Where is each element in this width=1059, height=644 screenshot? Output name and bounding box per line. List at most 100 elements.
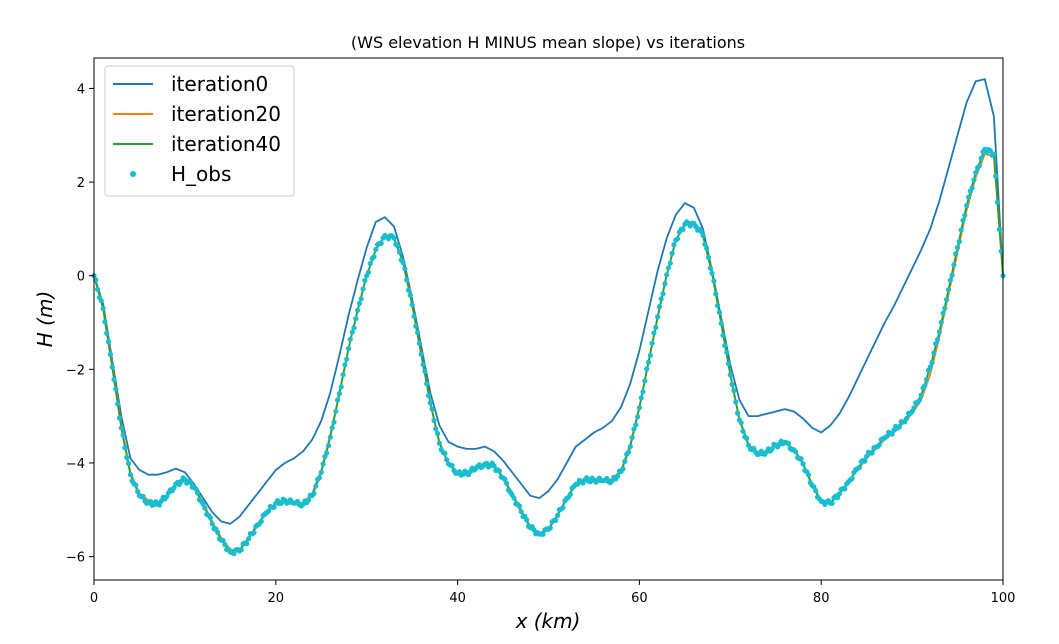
data-point xyxy=(433,426,439,432)
data-point xyxy=(651,330,657,336)
data-point xyxy=(367,260,373,267)
data-point xyxy=(351,325,357,331)
data-point xyxy=(524,517,530,523)
data-point xyxy=(209,521,215,527)
data-point xyxy=(553,517,559,524)
data-point xyxy=(649,340,655,346)
data-point xyxy=(156,502,162,508)
data-point xyxy=(713,291,719,297)
x-tick-label: 20 xyxy=(268,591,285,606)
data-point xyxy=(400,260,406,266)
data-point xyxy=(122,445,128,451)
data-point xyxy=(442,450,448,456)
data-point xyxy=(929,359,935,365)
data-point xyxy=(373,246,379,253)
data-point xyxy=(705,254,712,261)
legend-item-H_obs: H_obs xyxy=(130,162,231,186)
data-point xyxy=(805,472,812,478)
data-point xyxy=(829,500,835,506)
legend-label: iteration0 xyxy=(171,72,268,96)
y-tick-label: −2 xyxy=(66,363,85,378)
x-tick-label: 40 xyxy=(449,591,466,606)
data-point xyxy=(715,303,721,309)
data-point xyxy=(305,497,312,503)
data-point xyxy=(725,361,732,367)
data-point xyxy=(340,372,346,378)
data-point xyxy=(876,442,883,448)
data-point xyxy=(658,296,664,302)
data-point xyxy=(622,458,628,464)
legend-item-iteration40: iteration40 xyxy=(113,132,281,156)
data-point xyxy=(944,297,950,303)
series-points-H_obs xyxy=(91,146,1006,557)
data-point xyxy=(355,307,361,313)
chart-title: (WS elevation H MINUS mean slope) vs ite… xyxy=(351,33,745,52)
data-point xyxy=(993,173,999,179)
data-point xyxy=(391,235,397,241)
data-point xyxy=(187,479,193,485)
data-point xyxy=(631,426,637,432)
data-point xyxy=(964,202,970,209)
legend-label: iteration40 xyxy=(171,132,281,156)
data-point xyxy=(620,466,626,472)
data-point xyxy=(675,236,681,242)
y-axis: −6 −4 −2 0 2 4 xyxy=(66,82,94,566)
data-point xyxy=(200,501,206,507)
x-tick-label: 100 xyxy=(991,591,1016,606)
data-point xyxy=(238,547,244,553)
legend-item-iteration0: iteration0 xyxy=(113,72,268,96)
data-point xyxy=(702,241,708,247)
data-point xyxy=(615,473,621,479)
data-point xyxy=(402,266,408,272)
data-point xyxy=(969,185,975,191)
x-axis-label: x (km) xyxy=(515,609,581,633)
data-point xyxy=(973,170,979,176)
series-line-iteration0 xyxy=(93,78,1004,525)
data-point xyxy=(333,408,339,414)
y-tick-label: 2 xyxy=(77,176,85,191)
data-point xyxy=(991,151,997,157)
data-point xyxy=(420,361,426,368)
data-point xyxy=(124,455,130,461)
data-point xyxy=(707,265,713,271)
data-point xyxy=(504,480,510,487)
data-point xyxy=(625,449,632,455)
data-point xyxy=(265,508,272,514)
data-point xyxy=(329,425,335,431)
data-point xyxy=(940,310,946,316)
data-point xyxy=(202,505,208,511)
data-point xyxy=(869,450,875,456)
data-point xyxy=(971,177,977,183)
data-point xyxy=(864,453,870,459)
data-point xyxy=(411,313,417,319)
data-point xyxy=(207,515,213,521)
data-point xyxy=(911,405,917,411)
data-point xyxy=(435,430,441,437)
data-point xyxy=(215,529,221,535)
data-point xyxy=(429,406,435,412)
data-point xyxy=(258,518,264,525)
data-point xyxy=(511,495,517,501)
data-point xyxy=(349,329,355,335)
y-tick-label: −6 xyxy=(66,551,85,566)
legend-item-iteration20: iteration20 xyxy=(113,102,281,126)
data-point xyxy=(116,415,123,421)
data-point xyxy=(958,227,964,233)
data-point xyxy=(927,364,933,370)
data-point xyxy=(711,278,717,284)
data-point xyxy=(107,351,113,357)
data-point xyxy=(342,362,348,368)
data-point xyxy=(976,163,983,169)
data-point xyxy=(916,397,923,403)
data-point xyxy=(502,476,508,482)
data-point xyxy=(660,291,666,297)
data-point xyxy=(567,491,573,497)
data-point xyxy=(416,340,422,346)
data-point xyxy=(744,435,750,441)
data-point xyxy=(360,286,366,292)
data-point xyxy=(415,329,421,336)
data-point xyxy=(115,401,121,407)
legend-box xyxy=(104,65,295,197)
data-point xyxy=(738,420,744,426)
